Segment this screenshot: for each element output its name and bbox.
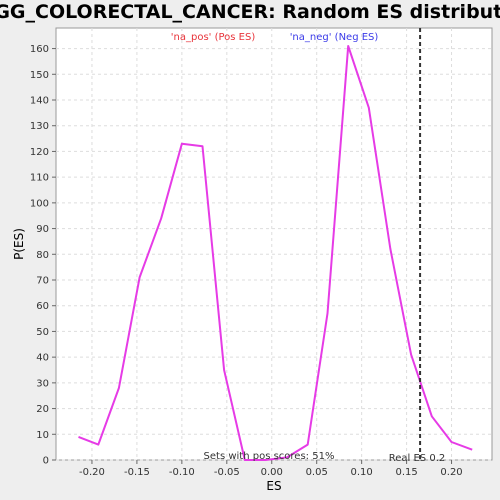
legend-entry-na-pos: 'na_pos' (Pos ES) [171, 32, 256, 43]
y-tick-label: 40 [36, 353, 49, 364]
series-line-0 [78, 45, 473, 461]
plot-area [55, 27, 493, 461]
x-tick-label: 0.15 [395, 467, 417, 478]
y-tick-label: 130 [30, 121, 49, 132]
legend-entry-na-neg: 'na_neg' (Neg ES) [290, 32, 379, 43]
y-tick-label: 50 [36, 327, 49, 338]
y-tick-label: 30 [36, 378, 49, 389]
y-tick-label: 60 [36, 301, 49, 312]
legend: 'na_pos' (Pos ES) 'na_neg' (Neg ES) [171, 32, 379, 43]
x-tick-label: -0.10 [169, 467, 195, 478]
x-tick-label: -0.15 [124, 467, 150, 478]
y-tick-label: 10 [36, 430, 49, 441]
y-tick-label: 160 [30, 44, 49, 55]
y-tick-label: 90 [36, 224, 49, 235]
pos-scores-annotation: Sets with pos scores: 51% [204, 451, 335, 462]
x-tick-label: 0.05 [306, 467, 328, 478]
y-tick-label: 140 [30, 96, 49, 107]
x-tick-label: 0.00 [261, 467, 283, 478]
y-tick-label: 120 [30, 147, 49, 158]
y-tick-label: 70 [36, 276, 49, 287]
x-tick-label: 0.10 [351, 467, 373, 478]
y-tick-label: 100 [30, 198, 49, 209]
y-tick-label: 80 [36, 250, 49, 261]
y-tick-label: 0 [43, 456, 49, 467]
y-tick-label: 20 [36, 404, 49, 415]
x-axis-ticks: -0.20 -0.15 -0.10 -0.05 0.00 0.05 0.10 0.15 0.20 [79, 460, 463, 478]
real-es-label: Real ES 0.2 [389, 453, 445, 464]
x-tick-label: -0.20 [79, 467, 105, 478]
y-axis-ticks: 0 10 20 30 40 50 60 70 80 90 100 110 120 130 140 150 160 [30, 44, 56, 467]
x-axis-label: ES [266, 479, 281, 493]
y-tick-label: 110 [30, 173, 49, 184]
series-lines [78, 45, 473, 461]
x-tick-label: -0.05 [214, 467, 240, 478]
y-axis-label: P(ES) [12, 228, 26, 260]
y-tick-label: 150 [30, 70, 49, 81]
chart-title: KEGG_COLORECTAL_CANCER: Random ES distri… [0, 1, 500, 23]
x-tick-label: 0.20 [440, 467, 462, 478]
